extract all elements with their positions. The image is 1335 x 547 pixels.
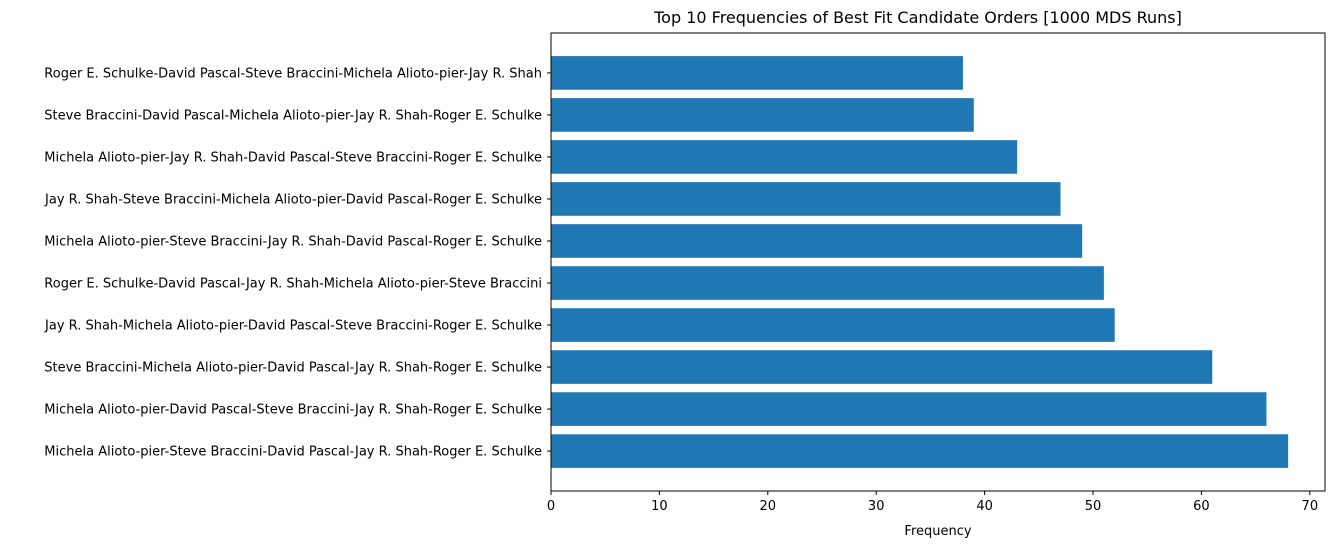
y-tick-label: Roger E. Schulke-David Pascal-Jay R. Sha… (44, 277, 542, 292)
y-tick-label: Michela Alioto-pier-Jay R. Shah-David Pa… (44, 150, 542, 165)
bar (551, 392, 1267, 426)
bar (551, 224, 1083, 258)
y-tick-label: Jay R. Shah-Michela Alioto-pier-David Pa… (44, 319, 542, 334)
y-tick-label: Roger E. Schulke-David Pascal-Steve Brac… (44, 66, 542, 81)
bar (551, 266, 1104, 300)
plot-frame (550, 32, 1326, 492)
y-tick-label: Michela Alioto-pier-David Pascal-Steve B… (44, 403, 542, 418)
x-tick-label: 20 (760, 499, 777, 514)
bar (551, 56, 963, 90)
chart-title: Top 10 Frequencies of Best Fit Candidate… (653, 8, 1182, 27)
y-tick-labels: Michela Alioto-pier-Steve Braccini-David… (44, 66, 551, 460)
y-tick-label: Steve Braccini-Michela Alioto-pier-David… (44, 361, 542, 376)
bar (551, 434, 1289, 468)
x-tick-label: 0 (547, 499, 555, 514)
x-axis-label: Frequency (904, 524, 971, 539)
bar (551, 98, 974, 132)
bars-group (551, 56, 1289, 468)
y-tick-label: Michela Alioto-pier-Steve Braccini-David… (44, 445, 542, 460)
bar (551, 308, 1115, 342)
bar (551, 182, 1061, 216)
x-tick-label: 70 (1302, 499, 1319, 514)
y-tick-label: Michela Alioto-pier-Steve Braccini-Jay R… (44, 234, 542, 249)
x-tick-label: 50 (1085, 499, 1102, 514)
bar (551, 140, 1018, 174)
x-tick-label: 30 (868, 499, 885, 514)
bar (551, 350, 1213, 384)
x-tick-label: 10 (651, 499, 668, 514)
y-tick-label: Jay R. Shah-Steve Braccini-Michela Aliot… (44, 192, 542, 207)
x-axis: 0 10 20 30 40 50 60 70 (547, 491, 1318, 514)
x-tick-label: 60 (1193, 499, 1210, 514)
x-tick-label: 40 (976, 499, 993, 514)
y-tick-label: Steve Braccini-David Pascal-Michela Alio… (44, 108, 542, 123)
